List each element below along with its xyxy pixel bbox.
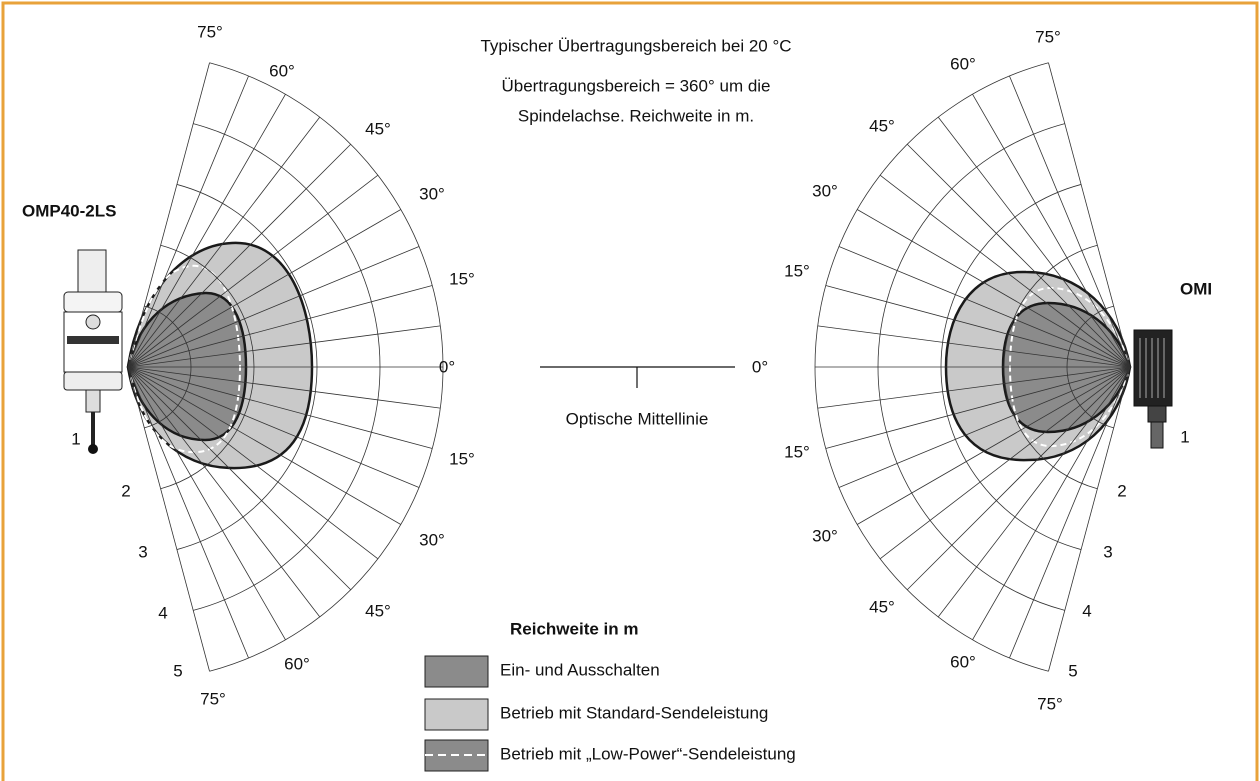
spoke: [879, 174, 1131, 368]
angle-label: 75°: [197, 22, 223, 41]
ring-label: 1: [1180, 427, 1189, 446]
angle-label: 15°: [784, 261, 810, 280]
device-name: OMP40-2LS: [22, 201, 116, 220]
spoke: [879, 366, 1131, 560]
spoke: [127, 366, 321, 618]
angle-label: 60°: [269, 61, 295, 80]
legend-label: Ein- und Ausschalten: [500, 660, 660, 679]
angle-label: 30°: [812, 181, 838, 200]
spoke: [127, 62, 210, 368]
ring-label: 3: [138, 542, 147, 561]
ring-label: 4: [158, 603, 167, 622]
spoke: [1009, 366, 1131, 659]
ring: [193, 123, 381, 611]
ring-label: 5: [173, 661, 182, 680]
angle-label: 60°: [950, 54, 976, 73]
spoke: [127, 209, 401, 368]
spoke: [937, 116, 1131, 368]
ring: [176, 184, 318, 550]
spoke: [127, 246, 420, 368]
spoke: [127, 366, 286, 640]
angle-label: 0°: [752, 357, 768, 376]
spoke: [127, 174, 379, 368]
ring: [1066, 305, 1114, 429]
ring-label: 2: [121, 481, 130, 500]
angle-label: 75°: [1037, 694, 1063, 713]
angle-label: 75°: [1035, 27, 1061, 46]
ring: [209, 62, 444, 672]
spoke: [127, 366, 379, 560]
angle-label: 45°: [869, 116, 895, 135]
ring: [814, 62, 1049, 672]
angle-label: 60°: [284, 654, 310, 673]
spoke: [825, 285, 1131, 368]
angle-label: 30°: [419, 530, 445, 549]
angle-label: 15°: [784, 442, 810, 461]
legend-swatch: [424, 655, 489, 688]
spoke: [127, 325, 441, 368]
title: Übertragungsbereich = 360° um die: [501, 76, 770, 95]
spoke: [127, 116, 321, 368]
legend-swatch: [424, 698, 489, 731]
spoke: [906, 366, 1131, 591]
angle-label: 0°: [439, 357, 455, 376]
legend-label: Betrieb mit „Low-Power“-Sendeleistung: [500, 744, 796, 763]
spoke: [127, 366, 352, 591]
spoke: [838, 246, 1131, 368]
title: Typischer Übertragungsbereich bei 20 °C: [480, 36, 791, 55]
probe-omp40: [63, 249, 123, 454]
device-name: OMI: [1180, 279, 1212, 298]
polar-grid: [127, 62, 1131, 672]
ring-label: 3: [1103, 542, 1112, 561]
ring: [877, 123, 1065, 611]
spoke: [127, 366, 249, 659]
spoke: [127, 366, 441, 409]
spoke: [906, 143, 1131, 368]
spoke: [857, 366, 1131, 525]
spoke: [972, 94, 1131, 368]
spoke: [127, 366, 401, 525]
angle-label: 30°: [419, 184, 445, 203]
spoke: [127, 143, 352, 368]
angle-label: 15°: [449, 449, 475, 468]
ring: [144, 305, 192, 429]
ring: [940, 184, 1082, 550]
title: Spindelachse. Reichweite in m.: [518, 106, 754, 125]
ring-label: 4: [1082, 601, 1091, 620]
angle-label: 75°: [200, 689, 226, 708]
spoke: [127, 366, 420, 488]
legend-title: Reichweite in m: [510, 619, 638, 638]
ring-label: 1: [71, 429, 80, 448]
angle-label: 15°: [449, 269, 475, 288]
spoke: [127, 285, 433, 368]
spoke: [127, 366, 433, 449]
spoke: [1048, 366, 1131, 672]
spoke: [937, 366, 1131, 618]
ring-label: 5: [1068, 661, 1077, 680]
spoke: [825, 366, 1131, 449]
spoke: [972, 366, 1131, 640]
spoke: [1009, 75, 1131, 368]
angle-label: 30°: [812, 526, 838, 545]
spoke: [127, 94, 286, 368]
ring-label: 2: [1117, 481, 1126, 500]
ring: [160, 244, 255, 490]
angle-label: 45°: [365, 119, 391, 138]
spoke: [817, 325, 1131, 368]
spoke: [817, 366, 1131, 409]
centerline-label: Optische Mittellinie: [566, 409, 709, 428]
spoke: [127, 75, 249, 368]
spoke: [127, 366, 210, 672]
receiver-omi: [1133, 329, 1173, 449]
angle-label: 60°: [950, 652, 976, 671]
spoke: [857, 209, 1131, 368]
angle-label: 45°: [869, 597, 895, 616]
spoke: [838, 366, 1131, 488]
angle-label: 45°: [365, 601, 391, 620]
spoke: [1048, 62, 1131, 368]
ring: [1003, 244, 1098, 490]
legend-label: Betrieb mit Standard-Sendeleistung: [500, 703, 768, 722]
